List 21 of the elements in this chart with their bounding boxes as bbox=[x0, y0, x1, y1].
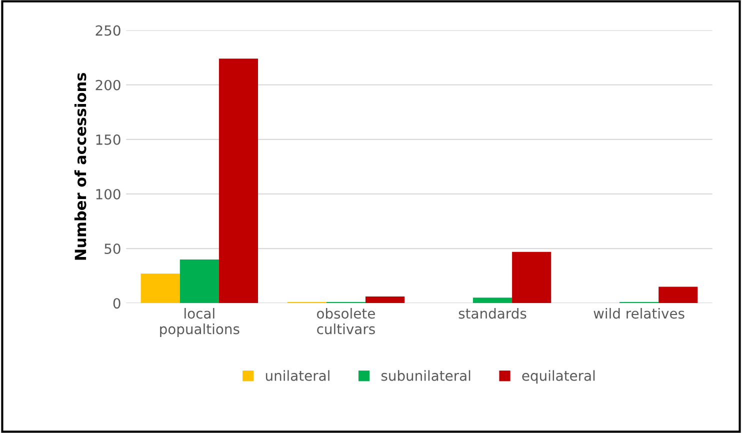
bar bbox=[472, 298, 512, 304]
bar bbox=[365, 296, 405, 304]
legend-label: unilateral bbox=[266, 370, 330, 381]
bar bbox=[218, 58, 258, 304]
bar bbox=[658, 286, 698, 304]
y-axis-title: Number of accessions bbox=[74, 72, 86, 260]
y-tick-label: 200 bbox=[96, 80, 120, 90]
y-tick-label: 250 bbox=[96, 25, 120, 36]
x-tick-label: standards bbox=[458, 308, 526, 319]
x-tick-label: obsolete cultivars bbox=[317, 308, 375, 334]
y-tick-label: 150 bbox=[96, 134, 120, 145]
y-tick-label: 50 bbox=[104, 244, 120, 254]
x-tick-label: wild relatives bbox=[594, 308, 684, 319]
bar bbox=[512, 252, 552, 304]
bar bbox=[140, 274, 180, 304]
legend-label: subunilateral bbox=[381, 370, 470, 381]
y-tick-label: 0 bbox=[113, 298, 120, 309]
bar bbox=[180, 259, 219, 304]
x-tick-label: local popualtions bbox=[160, 308, 240, 337]
legend-label: equilateral bbox=[522, 370, 595, 384]
y-tick-label: 100 bbox=[96, 188, 120, 200]
